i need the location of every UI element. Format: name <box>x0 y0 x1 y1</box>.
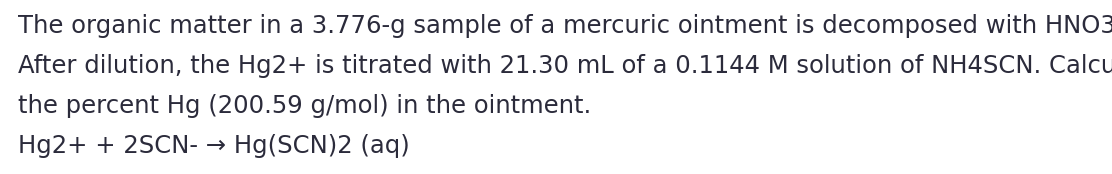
Text: The organic matter in a 3.776-g sample of a mercuric ointment is decomposed with: The organic matter in a 3.776-g sample o… <box>18 14 1112 38</box>
Text: the percent Hg (200.59 g/mol) in the ointment.: the percent Hg (200.59 g/mol) in the oin… <box>18 94 592 118</box>
Text: After dilution, the Hg2+ is titrated with 21.30 mL of a 0.1144 M solution of NH4: After dilution, the Hg2+ is titrated wit… <box>18 54 1112 78</box>
Text: Hg2+ + 2SCN- → Hg(SCN)2 (aq): Hg2+ + 2SCN- → Hg(SCN)2 (aq) <box>18 134 409 158</box>
